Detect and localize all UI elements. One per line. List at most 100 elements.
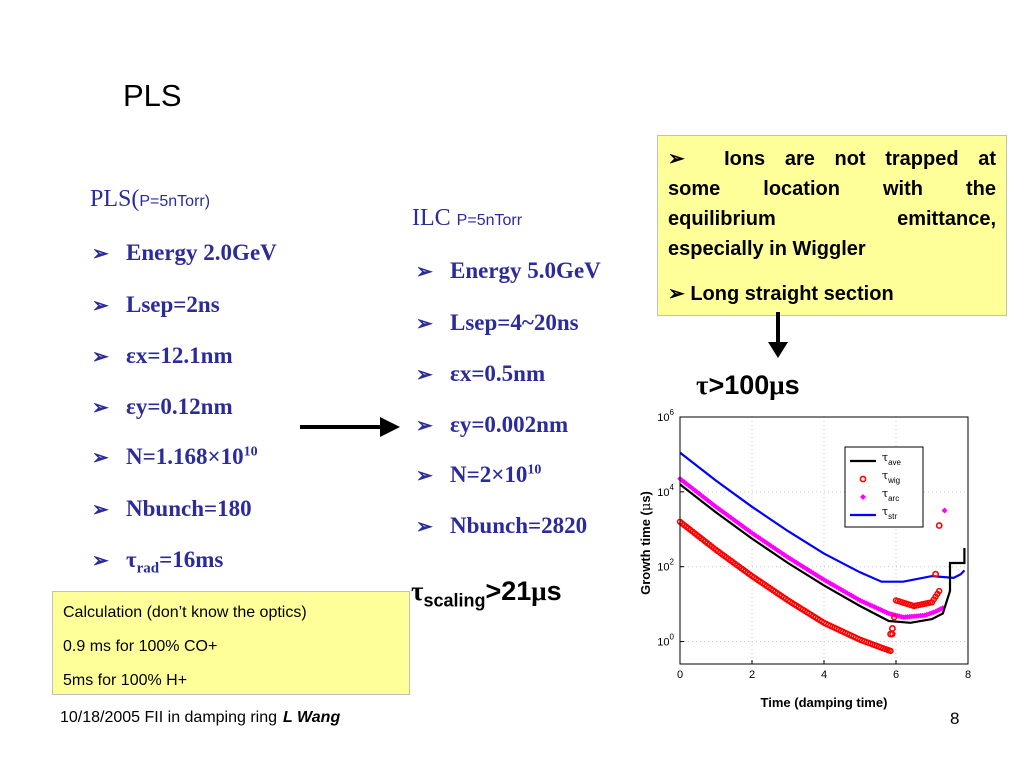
x-tick-label: 2: [749, 669, 755, 681]
x-tick-label: 4: [821, 669, 827, 681]
note-line-5: ➢ Long straight section: [668, 283, 894, 305]
page-number: 8: [950, 709, 960, 728]
note-line-2: some location with the: [668, 178, 996, 200]
page-title: PLS: [123, 78, 182, 113]
series-wig-point: [932, 570, 939, 578]
pls-heading: PLS(P=5nTorr): [90, 186, 210, 213]
note-line-4: especially in Wiggler: [668, 238, 866, 260]
series-arc-point: [766, 541, 772, 548]
series-arc-point: [764, 540, 770, 546]
series-wig-point: [887, 630, 894, 638]
x-tick-label: 0: [677, 669, 683, 681]
arrow-bullet-icon: ➢: [416, 465, 433, 487]
series-wig-point: [935, 522, 943, 529]
down-arrow-icon: [768, 312, 788, 358]
legend-wig-swatch: [859, 475, 867, 483]
series-arc-point: [706, 499, 713, 505]
pls-heading-pressure: P=5nTorr): [139, 193, 211, 210]
series-arc-point: [751, 531, 757, 538]
arrow-bullet-icon: ➢: [668, 148, 685, 170]
arrow-bullet-icon: ➢: [416, 516, 433, 538]
x-axis-label: Time (damping time): [761, 695, 888, 710]
legend-arc-label: τarc: [882, 487, 899, 503]
ilc-heading-pressure: P=5nTorr: [456, 212, 523, 229]
pls-tau-rad: ➢ τrad=16ms: [92, 547, 224, 577]
pls-lsep: ➢ Lsep=2ns: [92, 292, 220, 317]
series-arc-point: [883, 609, 890, 616]
arrow-bullet-icon: ➢: [92, 499, 109, 521]
series-arc-point: [723, 511, 730, 518]
series-ave-line: [679, 483, 966, 624]
series-wig-point: [891, 614, 898, 621]
calc-line-1: Calculation (don’t know the optics): [63, 604, 307, 621]
calc-line-3: 5ms for 100% H+: [63, 672, 188, 689]
series-arc-point: [702, 495, 709, 502]
series-arc-point: [802, 565, 808, 571]
chart-legend: τave τwig τarc τstr: [844, 446, 924, 528]
ilc-nbunch: ➢ Nbunch=2820: [416, 513, 588, 538]
pls-particles: ➢ N=1.168×1010: [92, 444, 258, 469]
calculation-note-box: Calculation (don’t know the optics) 0.9 …: [52, 591, 410, 695]
series-arc-point: [692, 487, 698, 494]
calc-line-2: 0.9 ms for 100% CO+: [63, 638, 218, 655]
pls-heading-text: PLS(: [90, 186, 140, 212]
series-arc-point: [715, 505, 721, 512]
arrow-bullet-icon: ➢: [416, 364, 433, 386]
ilc-particles: ➢ N=2×1010: [416, 462, 542, 487]
note-line-3: equilibrium emittance,: [668, 208, 996, 230]
pls-energy: ➢ Energy 2.0GeV: [92, 240, 277, 265]
arrow-bullet-icon: ➢: [416, 261, 433, 283]
ion-trapping-note-box: ➢ Ions are not trapped at some location …: [657, 135, 1007, 316]
series-arc-point: [877, 606, 884, 613]
plot-frame: [679, 416, 969, 665]
ilc-emittance-y: ➢ εy=0.002nm: [416, 412, 569, 437]
series-arc-point: [742, 525, 749, 532]
series-wig-point: [887, 647, 894, 655]
series-arc-point: [871, 604, 878, 610]
arrow-bullet-icon: ➢: [92, 346, 109, 368]
y-tick-label: 104: [657, 483, 674, 499]
series-arc-point: [738, 522, 745, 529]
series-arc-point: [679, 477, 685, 484]
series-wig-point: [888, 625, 896, 632]
series-arc-point: [846, 591, 853, 598]
pls-emittance-y: ➢ εy=0.12nm: [92, 394, 233, 419]
tau-scaling-label: τscaling>21μs: [411, 576, 562, 611]
series-arc-point: [838, 586, 844, 593]
series-arc-point: [787, 555, 793, 562]
series-arc-point: [749, 530, 755, 536]
y-tick-label: 106: [657, 408, 674, 424]
x-tick-label: 6: [893, 669, 899, 681]
arrow-bullet-icon: ➢: [416, 313, 433, 335]
series-arc-point: [717, 507, 724, 513]
series-arc-point: [810, 570, 817, 576]
legend-arc-swatch: [860, 494, 866, 500]
series-arc-point: [687, 484, 694, 490]
series-arc-point: [823, 578, 829, 584]
legend-ave-label: τave: [882, 451, 902, 467]
ilc-lsep: ➢ Lsep=4~20ns: [416, 310, 579, 335]
footer-text: 10/18/2005 FII in damping ring: [60, 709, 278, 726]
y-tick-label: 102: [657, 558, 674, 574]
arrow-bullet-icon: ➢: [92, 397, 109, 419]
series-arc-point: [859, 598, 865, 605]
chart-ticks: 0 2 4 6 8 100 102 104 106: [657, 408, 971, 681]
ilc-energy: ➢ Energy 5.0GeV: [416, 258, 601, 283]
y-tick-label: 100: [657, 633, 674, 649]
ilc-heading-text: ILC: [412, 205, 451, 231]
arrow-bullet-icon: ➢: [668, 283, 685, 305]
series-arc-point: [711, 502, 717, 508]
series-arc-point: [772, 545, 779, 552]
series-arc-point: [879, 607, 886, 614]
series-arc-point: [855, 596, 861, 602]
footer: 10/18/2005 FII in damping ring L Wang: [60, 709, 340, 727]
x-tick-label: 8: [965, 669, 971, 681]
right-arrow-icon: [300, 417, 400, 437]
series-arc-point: [747, 528, 753, 535]
legend-str-label: τstr: [882, 505, 897, 521]
arrow-bullet-icon: ➢: [92, 447, 109, 469]
tau-threshold-label: τ>100μs: [696, 370, 800, 400]
arrow-bullet-icon: ➢: [416, 415, 433, 437]
series-wig-point: [936, 587, 943, 595]
arrow-bullet-icon: ➢: [92, 243, 109, 265]
